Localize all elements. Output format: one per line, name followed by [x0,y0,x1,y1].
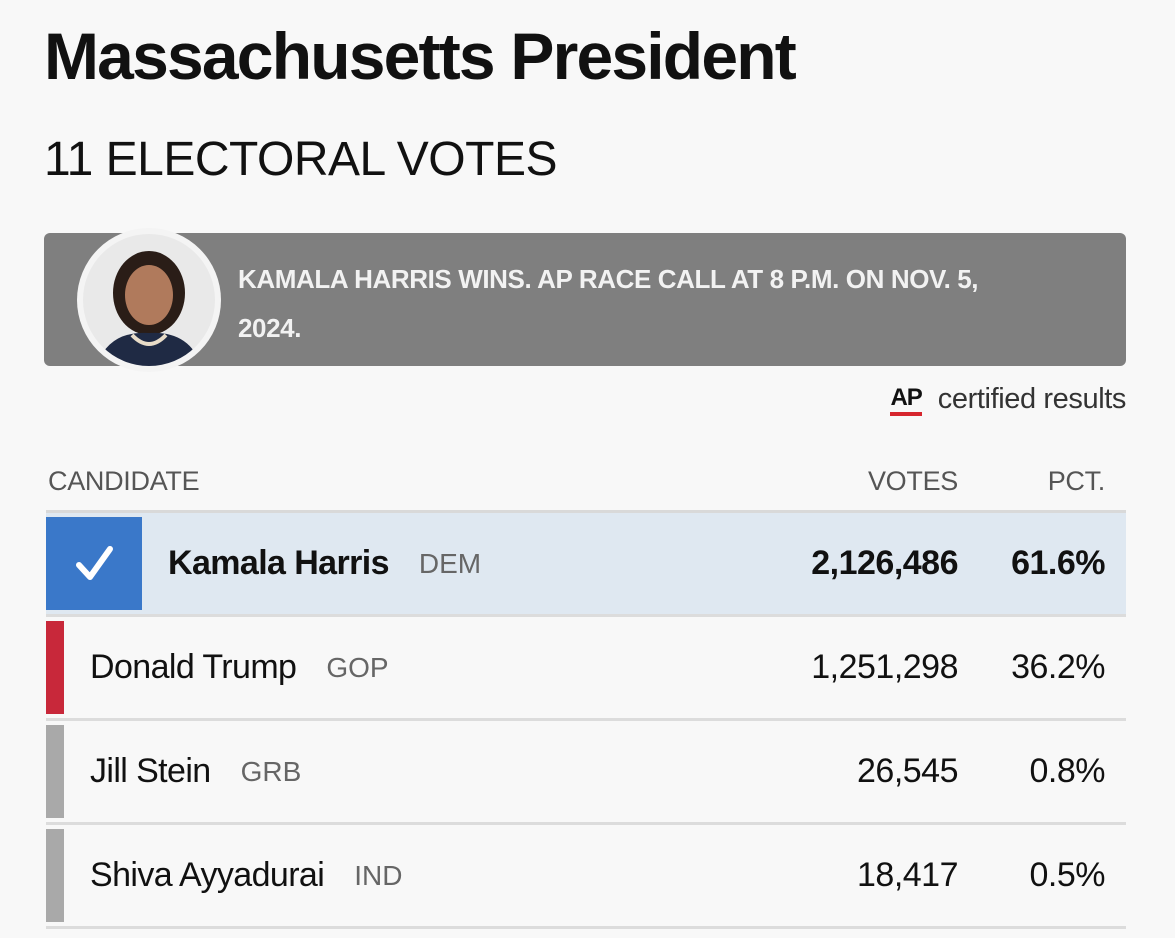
party-bar [46,621,64,714]
percent: 0.5% [1029,856,1106,894]
percent: 61.6% [1011,544,1105,582]
ap-logo: AP [890,384,923,416]
subtitle: 11 ELECTORAL VOTES [44,133,557,186]
party: GRB [240,755,302,787]
party: IND [354,859,403,891]
source-text: certified results [937,383,1127,415]
title: Massachusetts President [44,19,797,93]
percent: 36.2% [1011,648,1105,686]
check [76,546,113,580]
results-table: Kamala Harris DEM 2,126,486 61.6% Donald Tru… [46,510,1126,929]
check-icon [76,546,113,580]
votes: 2,126,486 [811,544,958,582]
percent: 0.8% [1029,752,1106,790]
party: DEM [418,547,482,579]
candidate: Shiva Ayyadurai IND [90,825,402,926]
winner-mark [46,517,142,610]
source: AP certified results [890,383,1126,416]
party-bar [46,725,64,818]
candidate: Jill Stein GRB [90,721,301,822]
table-header: CANDIDATE VOTES PCT. [46,466,1126,506]
column-header: VOTES [867,466,958,496]
candidate-name: Jill Stein [90,752,211,790]
candidate: Kamala Harris DEM [168,513,481,614]
party-bar [46,829,64,922]
votes: 1,251,298 [811,648,958,686]
banner-text: KAMALA HARRIS WINS. AP RACE CALL AT 8 P.… [238,264,979,343]
candidate-photo [77,228,221,372]
votes: 26,545 [857,752,959,790]
result-row: Kamala Harris DEM 2,126,486 61.6% [46,513,1126,617]
candidate-name: Donald Trump [90,648,297,686]
result-row: Shiva Ayyadurai IND 18,417 0.5% [46,825,1126,929]
party: GOP [326,651,389,683]
column-header: PCT. [1047,466,1106,496]
candidate-name: Shiva Ayyadurai [90,856,325,894]
result-row: Donald Trump GOP 1,251,298 36.2% [46,617,1126,721]
race-call-banner: KAMALA HARRIS WINS. AP RACE CALL AT 8 P.… [44,228,1126,372]
candidate-name: Kamala Harris [168,544,389,582]
votes: 18,417 [857,856,959,894]
candidate: Donald Trump GOP [90,617,389,718]
result-row: Jill Stein GRB 26,545 0.8% [46,721,1126,825]
column-header: CANDIDATE [48,466,200,496]
